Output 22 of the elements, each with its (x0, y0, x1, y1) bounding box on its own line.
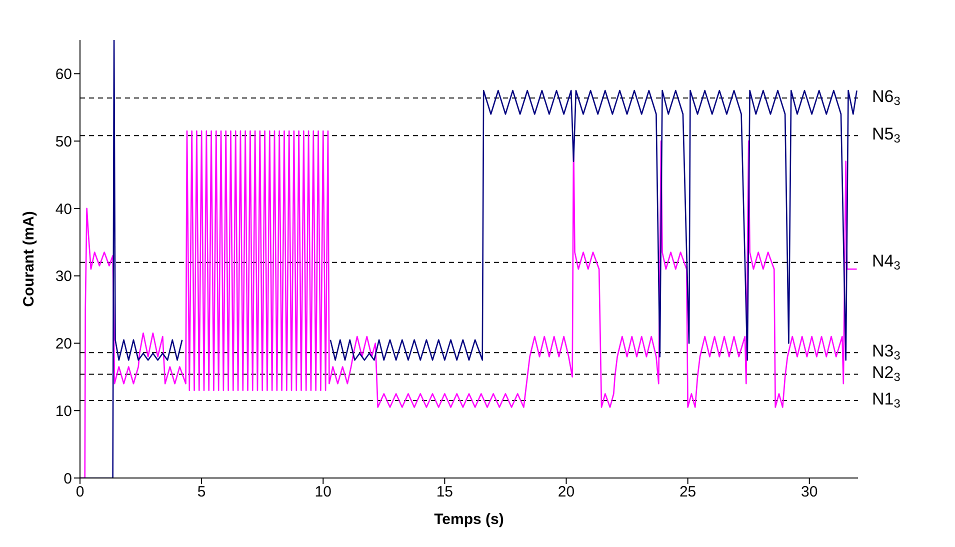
x-tick-label: 5 (197, 484, 206, 501)
y-tick-label: 60 (55, 66, 72, 84)
y-tick-label: 0 (64, 470, 72, 488)
x-axis-title: Temps (s) (434, 511, 504, 528)
x-tick-label: 25 (679, 484, 696, 501)
y-tick-label: 10 (55, 402, 72, 420)
ref-line-label: N3$_{3}$ (872, 342, 901, 362)
x-tick-label: 30 (801, 484, 818, 501)
y-axis-title: Courant (mA) (20, 211, 38, 307)
y-tick-label: 20 (55, 336, 72, 353)
ref-line-label: N2$_{3}$ (872, 364, 901, 384)
ref-line-label: N5$_{3}$ (872, 125, 901, 146)
ref-line-label: N1$_{3}$ (872, 390, 901, 410)
x-tick-label: 20 (558, 484, 575, 501)
y-tick-label: 40 (55, 200, 72, 218)
ref-line-label: N6$_{3}$ (872, 87, 901, 108)
x-tick-label: 0 (76, 484, 84, 501)
y-tick-label: 50 (55, 133, 72, 150)
x-tick-label: 10 (314, 484, 332, 501)
y-tick-label: 30 (55, 268, 72, 286)
ref-line-label: N4$_{3}$ (872, 252, 901, 272)
x-tick-label: 15 (436, 484, 454, 501)
